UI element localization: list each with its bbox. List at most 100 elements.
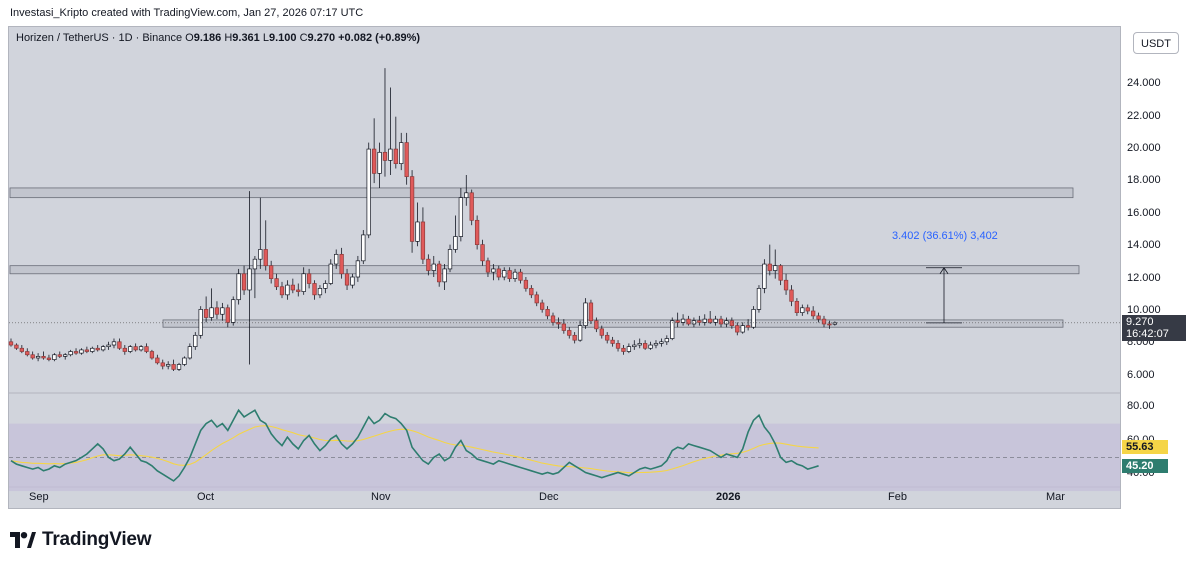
candle-body [512, 271, 518, 279]
candle-body [350, 276, 355, 286]
candle-body [523, 279, 529, 289]
candle-body [724, 320, 729, 325]
candle-body [149, 351, 155, 359]
candle-body [68, 351, 73, 356]
candle-body [572, 334, 577, 341]
time-axis-label: Nov [371, 491, 391, 503]
candle-body [19, 347, 24, 352]
candle-body [366, 148, 371, 236]
candle-body [225, 307, 230, 323]
candle-body [816, 315, 821, 320]
price-axis-label: 12.000 [1127, 271, 1161, 284]
candle-body [426, 258, 431, 271]
high-label: H [224, 32, 233, 44]
candle-body [8, 341, 14, 346]
time-axis-label: Oct [197, 491, 215, 503]
candle-body [290, 284, 295, 291]
candle-body [382, 151, 388, 161]
candle-body [52, 354, 57, 360]
candle-body [100, 346, 106, 351]
candle-body [767, 263, 772, 271]
candle-body [361, 234, 366, 262]
candle-body [144, 346, 149, 352]
candle-body [274, 278, 279, 288]
candle-body [160, 362, 165, 367]
bar-countdown: 16:42:07 [1126, 327, 1169, 340]
price-axis-label: 24.000 [1127, 77, 1161, 90]
candle-body [794, 300, 800, 313]
candle-body [279, 286, 285, 296]
candle-body [117, 341, 122, 349]
tradingview-logo[interactable]: TradingView [10, 528, 152, 552]
candle-body [236, 273, 241, 301]
last-price-tag: 9.270 16:42:07 [1122, 314, 1186, 341]
price-axis-label: 20.000 [1127, 142, 1161, 155]
candle-body [626, 346, 632, 352]
candle-body [811, 310, 816, 317]
candle-body [518, 271, 523, 281]
time-axis-label: Sep [29, 491, 49, 503]
candle-body [111, 341, 117, 346]
candle-body [529, 288, 534, 296]
zone-box [9, 265, 1080, 275]
candle-body [63, 354, 68, 357]
candle-body [258, 249, 263, 260]
rsi-ma-tag: 55.63 [1122, 439, 1168, 454]
candle-body [420, 221, 426, 260]
candle-body [334, 253, 339, 265]
candle-body [241, 273, 247, 291]
open-value: 9.186 [193, 32, 222, 44]
candle-body [648, 344, 653, 349]
candle-body [431, 263, 436, 271]
rsi-axis-label: 80.00 [1127, 399, 1155, 412]
candle-body [171, 364, 176, 370]
candle-body [399, 142, 404, 164]
zone-box [162, 319, 1064, 328]
price-axis-label: 16.000 [1127, 206, 1161, 219]
candle-body [778, 265, 783, 281]
chart-credit-header: Investasi_Kripto created with TradingVie… [10, 7, 364, 19]
zone-box [9, 187, 1074, 199]
candle-body [642, 343, 648, 349]
candle-body [697, 320, 702, 323]
candle-body [41, 356, 46, 359]
candle-body [447, 249, 453, 270]
close-label: C [299, 32, 308, 44]
candle-body [534, 294, 539, 304]
rsi-line [10, 408, 819, 482]
candle-body [84, 349, 90, 352]
candle-body [480, 244, 485, 262]
candle-body [502, 270, 507, 278]
price-axis-label: 6.000 [1127, 368, 1155, 381]
price-axis-label: 10.000 [1127, 304, 1161, 317]
currency-button[interactable]: USDT [1133, 32, 1179, 54]
measure-label: 3.402 (36.61%) 3,402 [892, 230, 998, 242]
candle-body [404, 142, 409, 177]
candle-body [583, 302, 588, 326]
candle-body [458, 197, 464, 237]
candle-body [540, 302, 545, 310]
candle-body [599, 328, 604, 336]
candle-body [344, 273, 350, 286]
candle-body [550, 315, 556, 323]
candle-body [756, 288, 762, 310]
candle-body [453, 236, 458, 250]
candle-body [437, 263, 442, 283]
candle-body [296, 289, 301, 292]
candle-body [371, 148, 377, 174]
candle-body [193, 334, 198, 348]
candle-body [323, 283, 328, 289]
candle-body [507, 270, 512, 279]
open-label: O [185, 32, 194, 44]
candle-body [209, 307, 214, 318]
time-axis-label: Dec [539, 491, 559, 503]
low-value: 9.100 [268, 32, 297, 44]
candle-body [377, 151, 382, 174]
candle-body [708, 318, 713, 323]
candle-body [735, 325, 740, 333]
high-value: 9.361 [232, 32, 260, 44]
candle-body [166, 364, 171, 367]
candle-body [306, 273, 312, 284]
price-axis-label: 14.000 [1127, 239, 1161, 252]
